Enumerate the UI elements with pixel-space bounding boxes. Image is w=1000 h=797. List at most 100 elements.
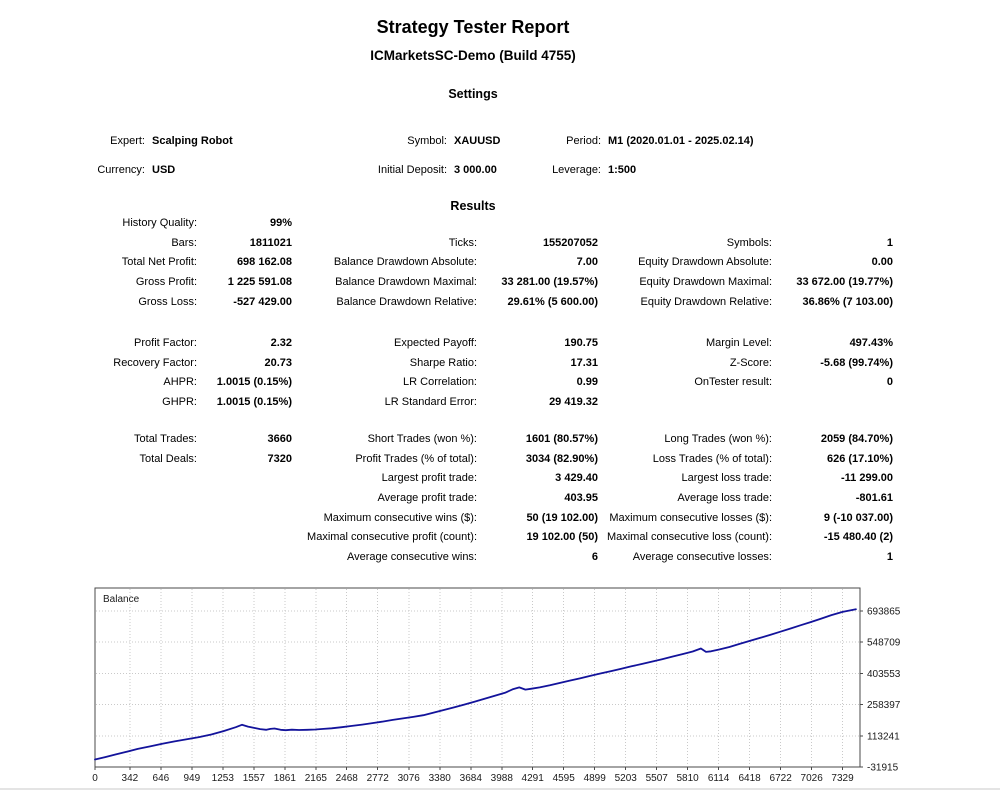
result-value: -11 299.00 bbox=[841, 472, 893, 485]
result-value: 50 (19 102.00) bbox=[526, 511, 598, 524]
result-label: Average consecutive losses: bbox=[632, 550, 772, 563]
result-label: Maximal consecutive profit (count): bbox=[307, 531, 477, 544]
chart-border bbox=[94, 587, 861, 768]
result-value: 9 (-10 037.00) bbox=[823, 511, 893, 524]
result-label: Average profit trade: bbox=[377, 491, 477, 504]
balance-curve bbox=[94, 608, 857, 761]
result-value: 7320 bbox=[267, 452, 292, 465]
results-table-block-2: Profit Factor: 2.32 Expected Payoff: 190.75… bbox=[0, 333, 946, 412]
result-label: LR Standard Error: bbox=[384, 395, 477, 408]
x-tick-label: 1253 bbox=[212, 773, 235, 784]
result-value: 497.43% bbox=[849, 336, 893, 349]
x-tick-label: 7329 bbox=[831, 773, 854, 784]
result-value: 3 429.40 bbox=[555, 472, 598, 485]
result-value: 6 bbox=[591, 550, 598, 563]
x-tick-label: 5810 bbox=[676, 773, 699, 784]
result-value: 33 281.00 (19.57%) bbox=[501, 275, 598, 288]
result-value: 2059 (84.70%) bbox=[820, 432, 893, 445]
result-label: Z-Score: bbox=[729, 356, 772, 369]
result-label: Maximum consecutive losses ($): bbox=[609, 511, 772, 524]
x-tick-label: 342 bbox=[122, 773, 139, 784]
result-label: Ticks: bbox=[448, 236, 477, 249]
results-table-block-3: Total Trades: 3660 Short Trades (won %): 16… bbox=[0, 429, 946, 567]
results-table-block-1: History Quality: 99% Bars: 1811021 Ticks: 155… bbox=[0, 213, 946, 311]
x-tick-label: 3076 bbox=[398, 773, 421, 784]
setting-value: 1:500 bbox=[608, 163, 637, 176]
result-label: Profit Trades (% of total): bbox=[355, 452, 477, 465]
result-label: Loss Trades (% of total): bbox=[652, 452, 772, 465]
x-tick-label: 4291 bbox=[522, 773, 545, 784]
server-build-subtitle: ICMarketsSC-Demo (Build 4755) bbox=[370, 48, 576, 63]
result-value: 99% bbox=[269, 216, 292, 229]
result-value: 190.75 bbox=[564, 336, 598, 349]
setting-label: Currency: bbox=[97, 163, 145, 176]
y-tick-label: 693865 bbox=[867, 606, 901, 617]
setting-label: Initial Deposit: bbox=[377, 163, 447, 176]
result-label: Total Deals: bbox=[139, 452, 197, 465]
setting-value: XAUUSD bbox=[454, 134, 501, 147]
result-value: 7.00 bbox=[576, 256, 598, 269]
x-tick-label: 3684 bbox=[460, 773, 483, 784]
setting-label: Expert: bbox=[110, 134, 145, 147]
result-label: Balance Drawdown Relative: bbox=[336, 295, 477, 308]
result-label: Short Trades (won %): bbox=[367, 432, 477, 445]
result-value: 1811021 bbox=[249, 236, 292, 249]
result-label: Equity Drawdown Relative: bbox=[640, 295, 772, 308]
y-tick-label: 403553 bbox=[867, 669, 901, 680]
result-value: 20.73 bbox=[264, 356, 292, 369]
result-value: 3034 (82.90%) bbox=[525, 452, 598, 465]
y-tick-label: 258397 bbox=[867, 700, 901, 711]
result-label: Gross Profit: bbox=[135, 275, 197, 288]
result-value: 0.99 bbox=[576, 376, 598, 389]
result-label: Equity Drawdown Absolute: bbox=[638, 256, 772, 269]
result-label: Profit Factor: bbox=[134, 336, 197, 349]
y-tick-label: -31915 bbox=[867, 763, 899, 774]
setting-value: Scalping Robot bbox=[152, 134, 233, 147]
x-tick-label: 7026 bbox=[801, 773, 824, 784]
y-tick-label: 548709 bbox=[867, 638, 901, 649]
result-label: Recovery Factor: bbox=[113, 356, 197, 369]
result-value: 0.00 bbox=[871, 256, 893, 269]
balance-chart-svg: 0 342 646 949 1253 1557 1861 2165 2468 2772 3076 33… bbox=[92, 587, 901, 784]
x-tick-label: 1557 bbox=[243, 773, 266, 784]
result-value: 29.61% (5 600.00) bbox=[507, 295, 598, 308]
x-tick-label: 4595 bbox=[553, 773, 576, 784]
result-label: Sharpe Ratio: bbox=[409, 356, 477, 369]
result-label: Bars: bbox=[171, 236, 197, 249]
result-value: 1 225 591.08 bbox=[227, 275, 292, 288]
x-tick-label: 3988 bbox=[491, 773, 514, 784]
result-value: 0 bbox=[886, 376, 893, 389]
x-tick-label: 2772 bbox=[367, 773, 390, 784]
result-label: Long Trades (won %): bbox=[664, 432, 772, 445]
setting-label: Period: bbox=[566, 134, 601, 147]
setting-label: Symbol: bbox=[407, 134, 447, 147]
result-value: 33 672.00 (19.77%) bbox=[796, 275, 893, 288]
setting-value: M1 (2020.01.01 - 2025.02.14) bbox=[608, 134, 754, 147]
x-tick-label: 6114 bbox=[708, 773, 730, 784]
page-title: Strategy Tester Report bbox=[376, 17, 570, 37]
page-bottom-edge bbox=[0, 788, 1000, 790]
x-tick-label: 949 bbox=[183, 773, 200, 784]
x-tick-label: 6722 bbox=[770, 773, 793, 784]
result-value: 1 bbox=[886, 550, 893, 563]
result-value: 155207052 bbox=[542, 236, 598, 249]
result-label: AHPR: bbox=[163, 376, 197, 389]
result-label: Balance Drawdown Absolute: bbox=[333, 256, 477, 269]
result-value: 36.86% (7 103.00) bbox=[802, 295, 893, 308]
result-label: Gross Loss: bbox=[138, 295, 197, 308]
x-tick-label: 5507 bbox=[646, 773, 669, 784]
settings-table: Expert: Scalping Robot Symbol: XAUUSD Period… bbox=[0, 126, 946, 184]
chart-title-label: Balance bbox=[103, 594, 140, 605]
result-value: 698 162.08 bbox=[236, 256, 292, 269]
result-value: 19 102.00 (50) bbox=[526, 531, 598, 544]
result-value: 3660 bbox=[267, 432, 292, 445]
result-label: Equity Drawdown Maximal: bbox=[639, 275, 772, 288]
result-label: LR Correlation: bbox=[403, 376, 477, 389]
result-value: -801.61 bbox=[855, 491, 893, 504]
results-section-title: Results bbox=[450, 199, 496, 213]
balance-chart: 0 342 646 949 1253 1557 1861 2165 2468 2772 3076 33… bbox=[88, 585, 1000, 792]
result-label: Expected Payoff: bbox=[394, 336, 477, 349]
result-value: 1.0015 (0.15%) bbox=[216, 376, 292, 389]
result-value: 1.0015 (0.15%) bbox=[216, 395, 292, 408]
x-tick-label: 1861 bbox=[274, 773, 297, 784]
